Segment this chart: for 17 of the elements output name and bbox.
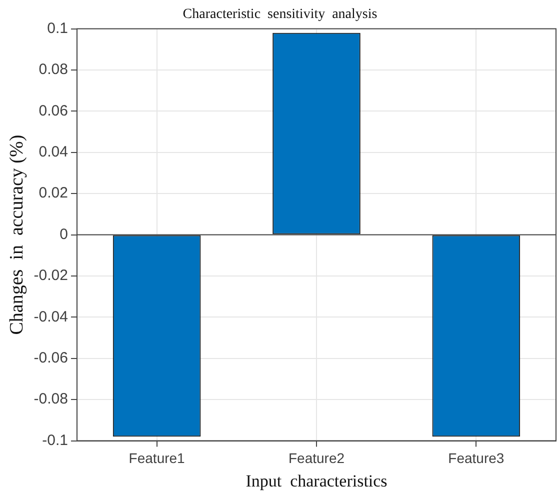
y-tick-label: 0.08 <box>38 61 68 78</box>
x-tick-label: Feature1 <box>128 450 186 466</box>
y-tick-label: 0 <box>60 226 68 243</box>
y-tick-label: 0.02 <box>38 184 68 202</box>
x-axis-title: Input characteristics <box>246 471 388 490</box>
y-tick-label: 0.04 <box>38 144 68 161</box>
y-tick-label: 0.1 <box>47 20 68 37</box>
y-tick-label: 0.06 <box>38 102 68 120</box>
y-tick-label: -0.06 <box>34 350 68 367</box>
y-tick-label: -0.04 <box>34 308 68 326</box>
y-tick-label: -0.02 <box>34 267 68 284</box>
y-tick-label: -0.08 <box>34 390 68 408</box>
x-tick-label: Feature2 <box>288 450 345 466</box>
y-axis-title: Changes in accuracy (%) <box>6 134 28 335</box>
x-tick-label: Feature3 <box>448 450 504 466</box>
chart-title: Characteristic sensitivity analysis <box>182 7 378 22</box>
y-tick-label: -0.1 <box>42 432 68 449</box>
